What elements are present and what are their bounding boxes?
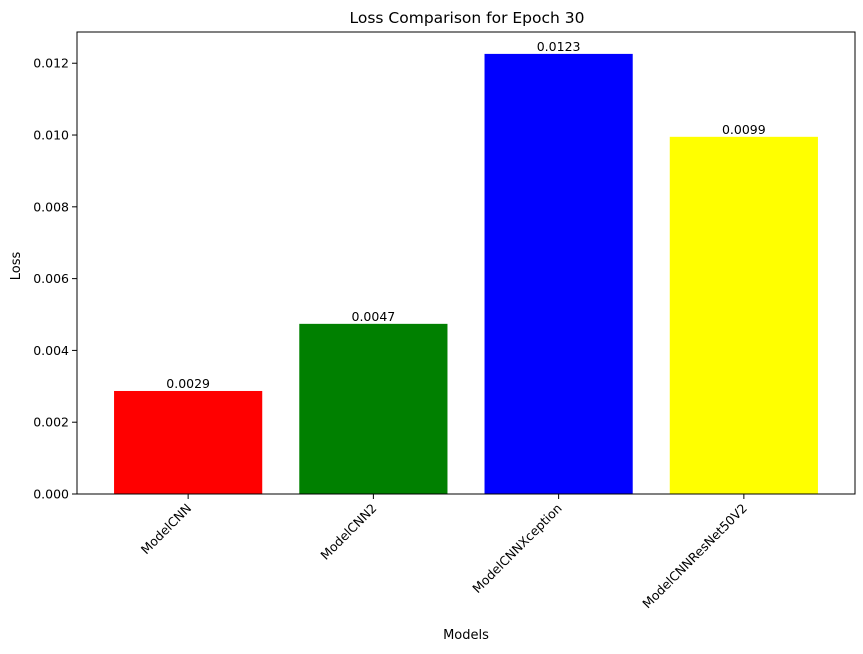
plot-frame — [76, 31, 856, 495]
x-axis-label: Models — [443, 628, 489, 643]
x-axis: ModelCNN ModelCNN2 ModelCNNXception ModelCN… — [138, 494, 750, 611]
y-tick-label-3: 0.006 — [33, 271, 69, 286]
value-label-ModelCNN2: 0.0047 — [352, 309, 396, 324]
chart-title: Loss Comparison for Epoch 30 — [349, 9, 584, 27]
y-tick-label-4: 0.008 — [33, 199, 69, 214]
value-label-ModelCNNResNet50V2: 0.0099 — [722, 122, 766, 137]
x-tick-label-ModelCNNResNet50V2: ModelCNNResNet50V2 — [639, 501, 750, 612]
y-axis-label: Loss — [9, 252, 24, 281]
y-tick-label-5: 0.010 — [33, 128, 69, 143]
y-tick-label-1: 0.002 — [33, 415, 69, 430]
bar-ModelCNNXception — [484, 53, 633, 495]
value-labels-group: 0.0029 0.0047 0.0123 0.0099 — [166, 39, 765, 391]
bars-group — [114, 53, 818, 495]
x-tick-label-ModelCNN2: ModelCNN2 — [317, 501, 379, 563]
y-axis: 0.000 0.002 0.004 0.006 0.008 0.010 0.012 — [33, 56, 77, 502]
y-tick-label-6: 0.012 — [33, 56, 69, 71]
bar-ModelCNN2 — [299, 323, 448, 494]
y-tick-label-2: 0.004 — [33, 343, 69, 358]
x-tick-label-ModelCNN: ModelCNN — [138, 501, 195, 558]
x-tick-label-ModelCNNXception: ModelCNNXception — [469, 501, 564, 596]
y-tick-label-0: 0.000 — [33, 487, 69, 502]
value-label-ModelCNNXception: 0.0123 — [537, 39, 581, 54]
bar-ModelCNN — [114, 390, 263, 494]
value-label-ModelCNN: 0.0029 — [166, 376, 210, 391]
bar-ModelCNNResNet50V2 — [669, 136, 818, 495]
